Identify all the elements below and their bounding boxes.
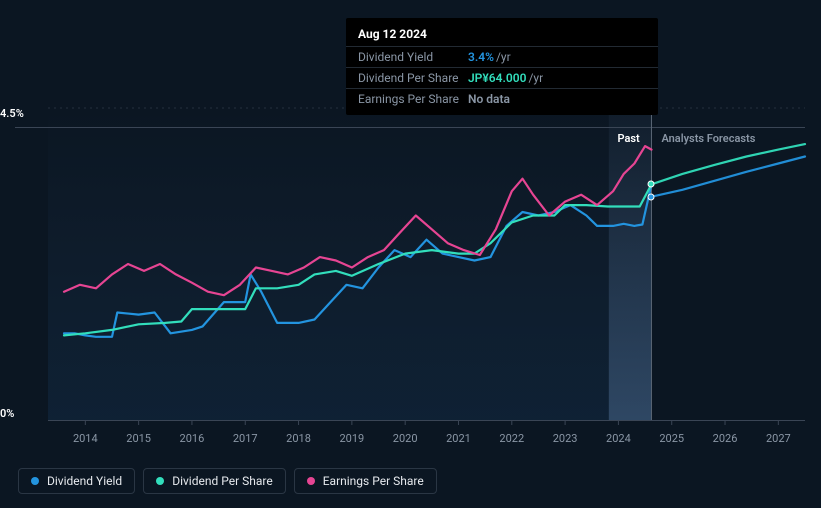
x-axis-tick: 2022 (499, 432, 524, 445)
legend-item-dividend-yield[interactable]: Dividend Yield (18, 468, 135, 494)
chart-legend: Dividend Yield Dividend Per Share Earnin… (18, 468, 437, 494)
dividend-chart-container: 4.5% 0% Past Analysts Forecasts 20142015… (0, 0, 821, 508)
tooltip-row-dps: Dividend Per Share JP¥64.000 /yr (346, 67, 658, 88)
legend-item-dividend-per-share[interactable]: Dividend Per Share (143, 468, 286, 494)
tooltip-label: Dividend Per Share (358, 71, 468, 85)
legend-label: Earnings Per Share (323, 474, 424, 488)
legend-item-earnings-per-share[interactable]: Earnings Per Share (294, 468, 437, 494)
x-axis-tick: 2019 (339, 432, 364, 445)
chart-tooltip: Aug 12 2024 Dividend Yield 3.4% /yr Divi… (346, 18, 658, 115)
tooltip-value: No data (468, 92, 510, 106)
forecast-marker-dps (648, 181, 655, 188)
x-axis-tick: 2027 (766, 432, 791, 445)
tooltip-label: Earnings Per Share (358, 92, 468, 106)
x-axis-tick: 2021 (446, 432, 471, 445)
legend-dot-icon (156, 477, 164, 485)
legend-label: Dividend Per Share (172, 474, 273, 488)
x-axis-tick: 2017 (233, 432, 258, 445)
tooltip-value: 3.4% (468, 50, 494, 64)
tooltip-row-eps: Earnings Per Share No data (346, 88, 658, 109)
x-axis-tick: 2026 (713, 432, 738, 445)
tooltip-suffix: /yr (496, 50, 511, 64)
tooltip-row-yield: Dividend Yield 3.4% /yr (346, 46, 658, 67)
tooltip-value: JP¥64.000 (468, 71, 526, 85)
forecast-marker-dy (648, 193, 655, 200)
x-axis-tick: 2016 (180, 432, 205, 445)
x-axis-tick: 2020 (393, 432, 418, 445)
x-axis-tick: 2018 (286, 432, 311, 445)
x-axis-tick: 2024 (606, 432, 631, 445)
tooltip-suffix: /yr (528, 71, 543, 85)
section-label-past: Past (617, 132, 639, 145)
x-axis-tick: 2015 (126, 432, 151, 445)
legend-dot-icon (31, 477, 39, 485)
section-label-forecast: Analysts Forecasts (661, 132, 755, 145)
x-axis-tick: 2025 (659, 432, 684, 445)
tooltip-date: Aug 12 2024 (346, 24, 658, 46)
legend-label: Dividend Yield (47, 474, 122, 488)
legend-dot-icon (307, 477, 315, 485)
x-axis-tick: 2014 (73, 432, 98, 445)
tooltip-label: Dividend Yield (358, 50, 468, 64)
x-axis-tick: 2023 (553, 432, 578, 445)
